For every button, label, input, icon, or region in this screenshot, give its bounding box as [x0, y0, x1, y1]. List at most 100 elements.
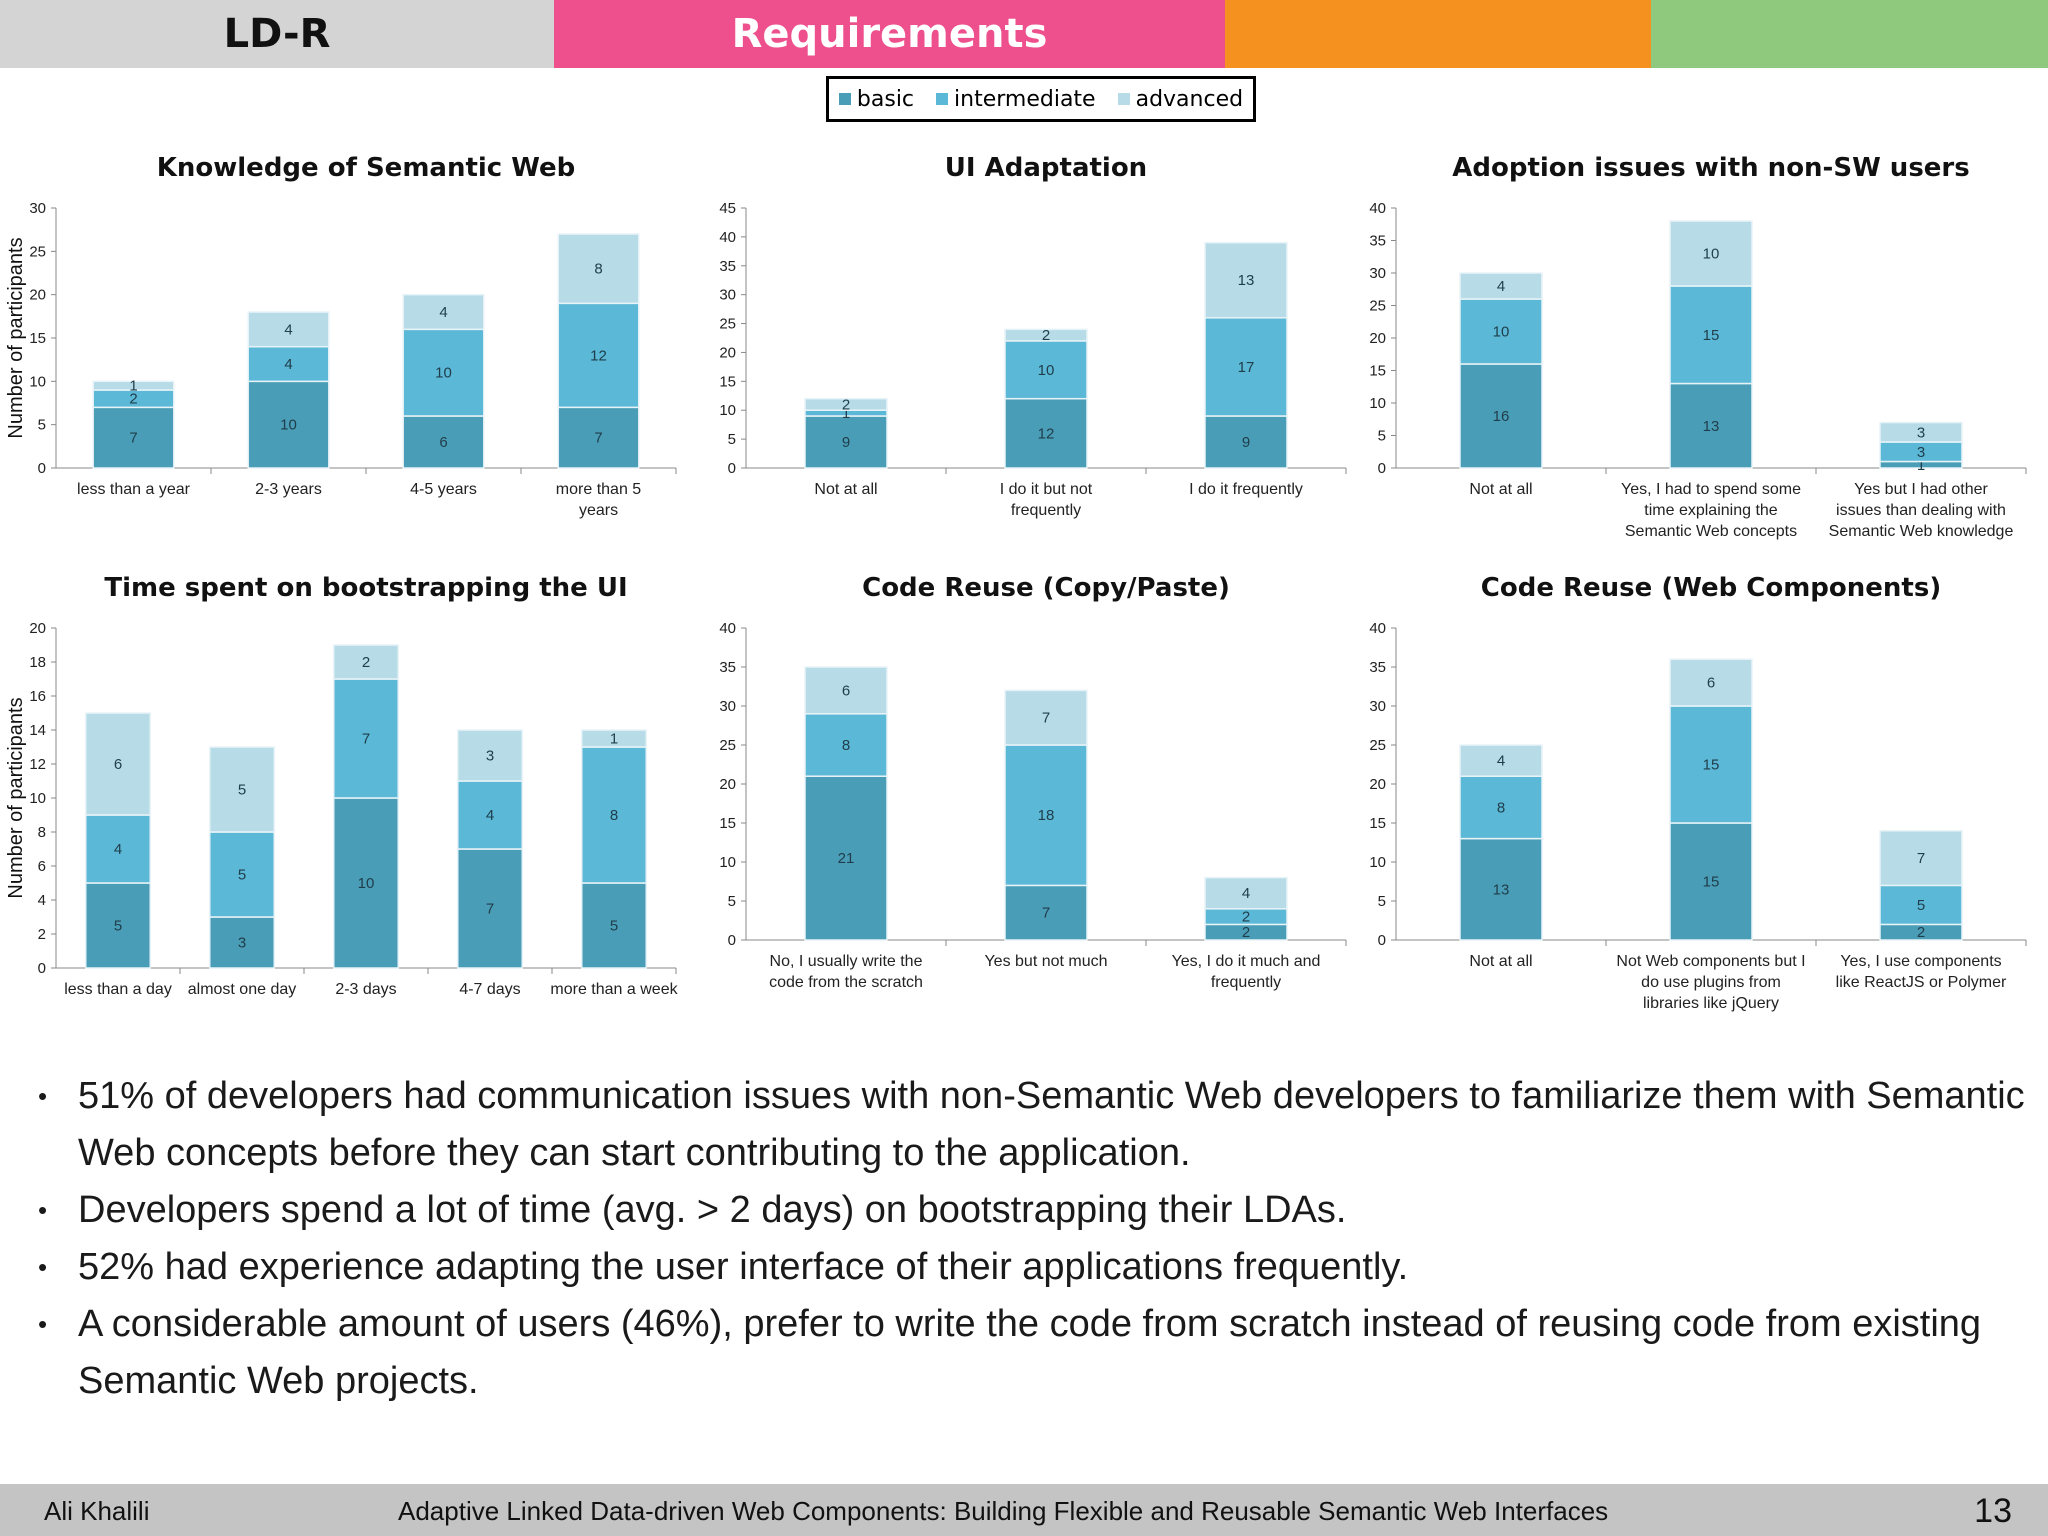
- bar-segment-intermediate: [1459, 298, 1543, 365]
- y-tick-label: 10: [1369, 854, 1386, 871]
- data-label: 6: [439, 434, 447, 451]
- y-tick-label: 45: [719, 200, 736, 217]
- bar-segment-intermediate: [247, 345, 330, 383]
- y-tick-label: 35: [1369, 233, 1386, 250]
- bullet-dot-icon: •: [38, 1252, 48, 1282]
- data-label: 13: [1238, 272, 1255, 289]
- finding-text: 51% of developers had communication issu…: [78, 1075, 2025, 1174]
- data-label: 3: [238, 935, 246, 952]
- bar-segment-advanced: [1459, 744, 1543, 777]
- data-label: 4: [1497, 753, 1505, 770]
- y-tick-label: 8: [38, 824, 46, 841]
- x-tick-label: Not at all: [1469, 953, 1532, 970]
- findings-list: • 51% of developers had communication iss…: [38, 1068, 2028, 1410]
- y-tick-label: 35: [719, 659, 736, 676]
- y-tick-label: 40: [1369, 200, 1386, 217]
- data-label: 2: [129, 391, 137, 408]
- finding-text: Developers spend a lot of time (avg. > 2…: [78, 1189, 1347, 1231]
- y-tick-label: 5: [728, 431, 736, 448]
- data-label: 5: [238, 867, 246, 884]
- x-tick-label: I do it but not: [1000, 481, 1093, 498]
- y-tick-label: 30: [719, 287, 736, 304]
- x-tick-label: Yes but not much: [984, 953, 1107, 970]
- bullet-dot-icon: •: [38, 1309, 48, 1339]
- bar-segment-intermediate: [1669, 705, 1753, 824]
- data-label: 10: [358, 875, 375, 892]
- y-tick-label: 10: [719, 854, 736, 871]
- y-tick-label: 0: [1378, 460, 1386, 477]
- legend-item-advanced: advanced: [1117, 86, 1244, 112]
- bar-segment-advanced: [92, 380, 175, 391]
- section-green[interactable]: [1651, 0, 2048, 68]
- y-tick-label: 25: [1369, 298, 1386, 315]
- data-label: 9: [842, 434, 850, 451]
- section-orange[interactable]: [1225, 0, 1651, 68]
- chart-svg: Adoption issues with non-SW users 0 5 10 15 2…: [1369, 153, 2027, 540]
- y-tick-label: 6: [38, 858, 46, 875]
- x-tick-label: Semantic Web knowledge: [1829, 523, 2014, 540]
- slide-footer: Ali Khalili Adaptive Linked Data-driven …: [0, 1484, 2048, 1536]
- footer-author: Ali Khalili: [44, 1496, 150, 1526]
- chart-title: Time spent on bootstrapping the UI: [104, 573, 627, 603]
- x-tick-label: Not at all: [1469, 481, 1532, 498]
- data-label: 8: [610, 807, 618, 824]
- y-tick-label: 15: [1369, 815, 1386, 832]
- y-tick-label: 14: [29, 722, 46, 739]
- section-requirements[interactable]: Requirements: [554, 0, 1225, 68]
- y-tick-label: 30: [1369, 698, 1386, 715]
- chart-svg: Knowledge of Semantic Web Number of parti…: [5, 153, 677, 519]
- data-label: 1: [129, 378, 137, 395]
- y-tick-label: 25: [719, 316, 736, 333]
- bar-segment-advanced: [1879, 830, 1963, 887]
- legend-swatch-intermediate: [936, 93, 949, 105]
- y-tick-label: 25: [719, 737, 736, 754]
- x-tick-label: more than a week: [550, 981, 678, 998]
- bar-segment-basic: [402, 415, 485, 469]
- x-tick-label: Yes, I do it much and: [1172, 953, 1321, 970]
- y-axis-label: Number of participants: [5, 697, 27, 898]
- chart-title: Code Reuse (Copy/Paste): [862, 573, 1230, 603]
- y-tick-label: 18: [29, 654, 46, 671]
- bar-segment-basic: [457, 848, 523, 969]
- x-tick-label: libraries like jQuery: [1643, 995, 1779, 1012]
- bar-segment-basic: [581, 882, 647, 969]
- y-tick-label: 10: [29, 373, 46, 390]
- x-tick-label: like ReactJS or Polymer: [1836, 974, 2007, 991]
- section-requirements-label: Requirements: [731, 11, 1048, 57]
- data-label: 2: [1242, 909, 1250, 926]
- y-tick-label: 30: [1369, 265, 1386, 282]
- bar-segment-advanced: [209, 746, 275, 833]
- bar-segment-intermediate: [1459, 775, 1543, 840]
- finding-item: • A considerable amount of users (46%), p…: [38, 1296, 2028, 1410]
- data-label: 7: [129, 430, 137, 447]
- legend-swatch-advanced: [1117, 93, 1130, 105]
- bar-segment-advanced: [804, 666, 888, 715]
- x-tick-label: 2-3 days: [335, 981, 396, 998]
- legend-label-advanced: advanced: [1135, 86, 1244, 112]
- data-label: 10: [435, 365, 452, 382]
- data-label: 18: [1038, 807, 1055, 824]
- section-ldr[interactable]: LD-R: [0, 0, 554, 68]
- bar-segment-intermediate: [557, 302, 640, 409]
- data-label: 3: [1917, 444, 1925, 461]
- x-tick-label: frequently: [1011, 502, 1081, 519]
- chart-svg: Time spent on bootstrapping the UI Number…: [5, 573, 679, 998]
- data-label: 2: [842, 396, 850, 413]
- y-tick-label: 0: [1378, 932, 1386, 949]
- bar-segment-advanced: [1669, 658, 1753, 707]
- bar-segment-intermediate: [457, 780, 523, 850]
- data-label: 5: [610, 918, 618, 935]
- data-label: 10: [1038, 362, 1055, 379]
- y-tick-label: 16: [29, 688, 46, 705]
- x-tick-label: Yes, I use components: [1840, 953, 2001, 970]
- data-label: 8: [594, 261, 602, 278]
- x-tick-label: issues than dealing with: [1836, 502, 2006, 519]
- y-tick-label: 10: [719, 402, 736, 419]
- chart-title: Code Reuse (Web Components): [1481, 573, 1941, 603]
- y-tick-label: 5: [1378, 893, 1386, 910]
- chart-adoption-issues: Adoption issues with non-SW users 0 5 10 15 2…: [1340, 140, 2040, 560]
- bar-segment-intermediate: [1004, 340, 1088, 400]
- chart-title: Knowledge of Semantic Web: [157, 153, 576, 183]
- data-label: 3: [1917, 424, 1925, 441]
- data-label: 4: [486, 807, 494, 824]
